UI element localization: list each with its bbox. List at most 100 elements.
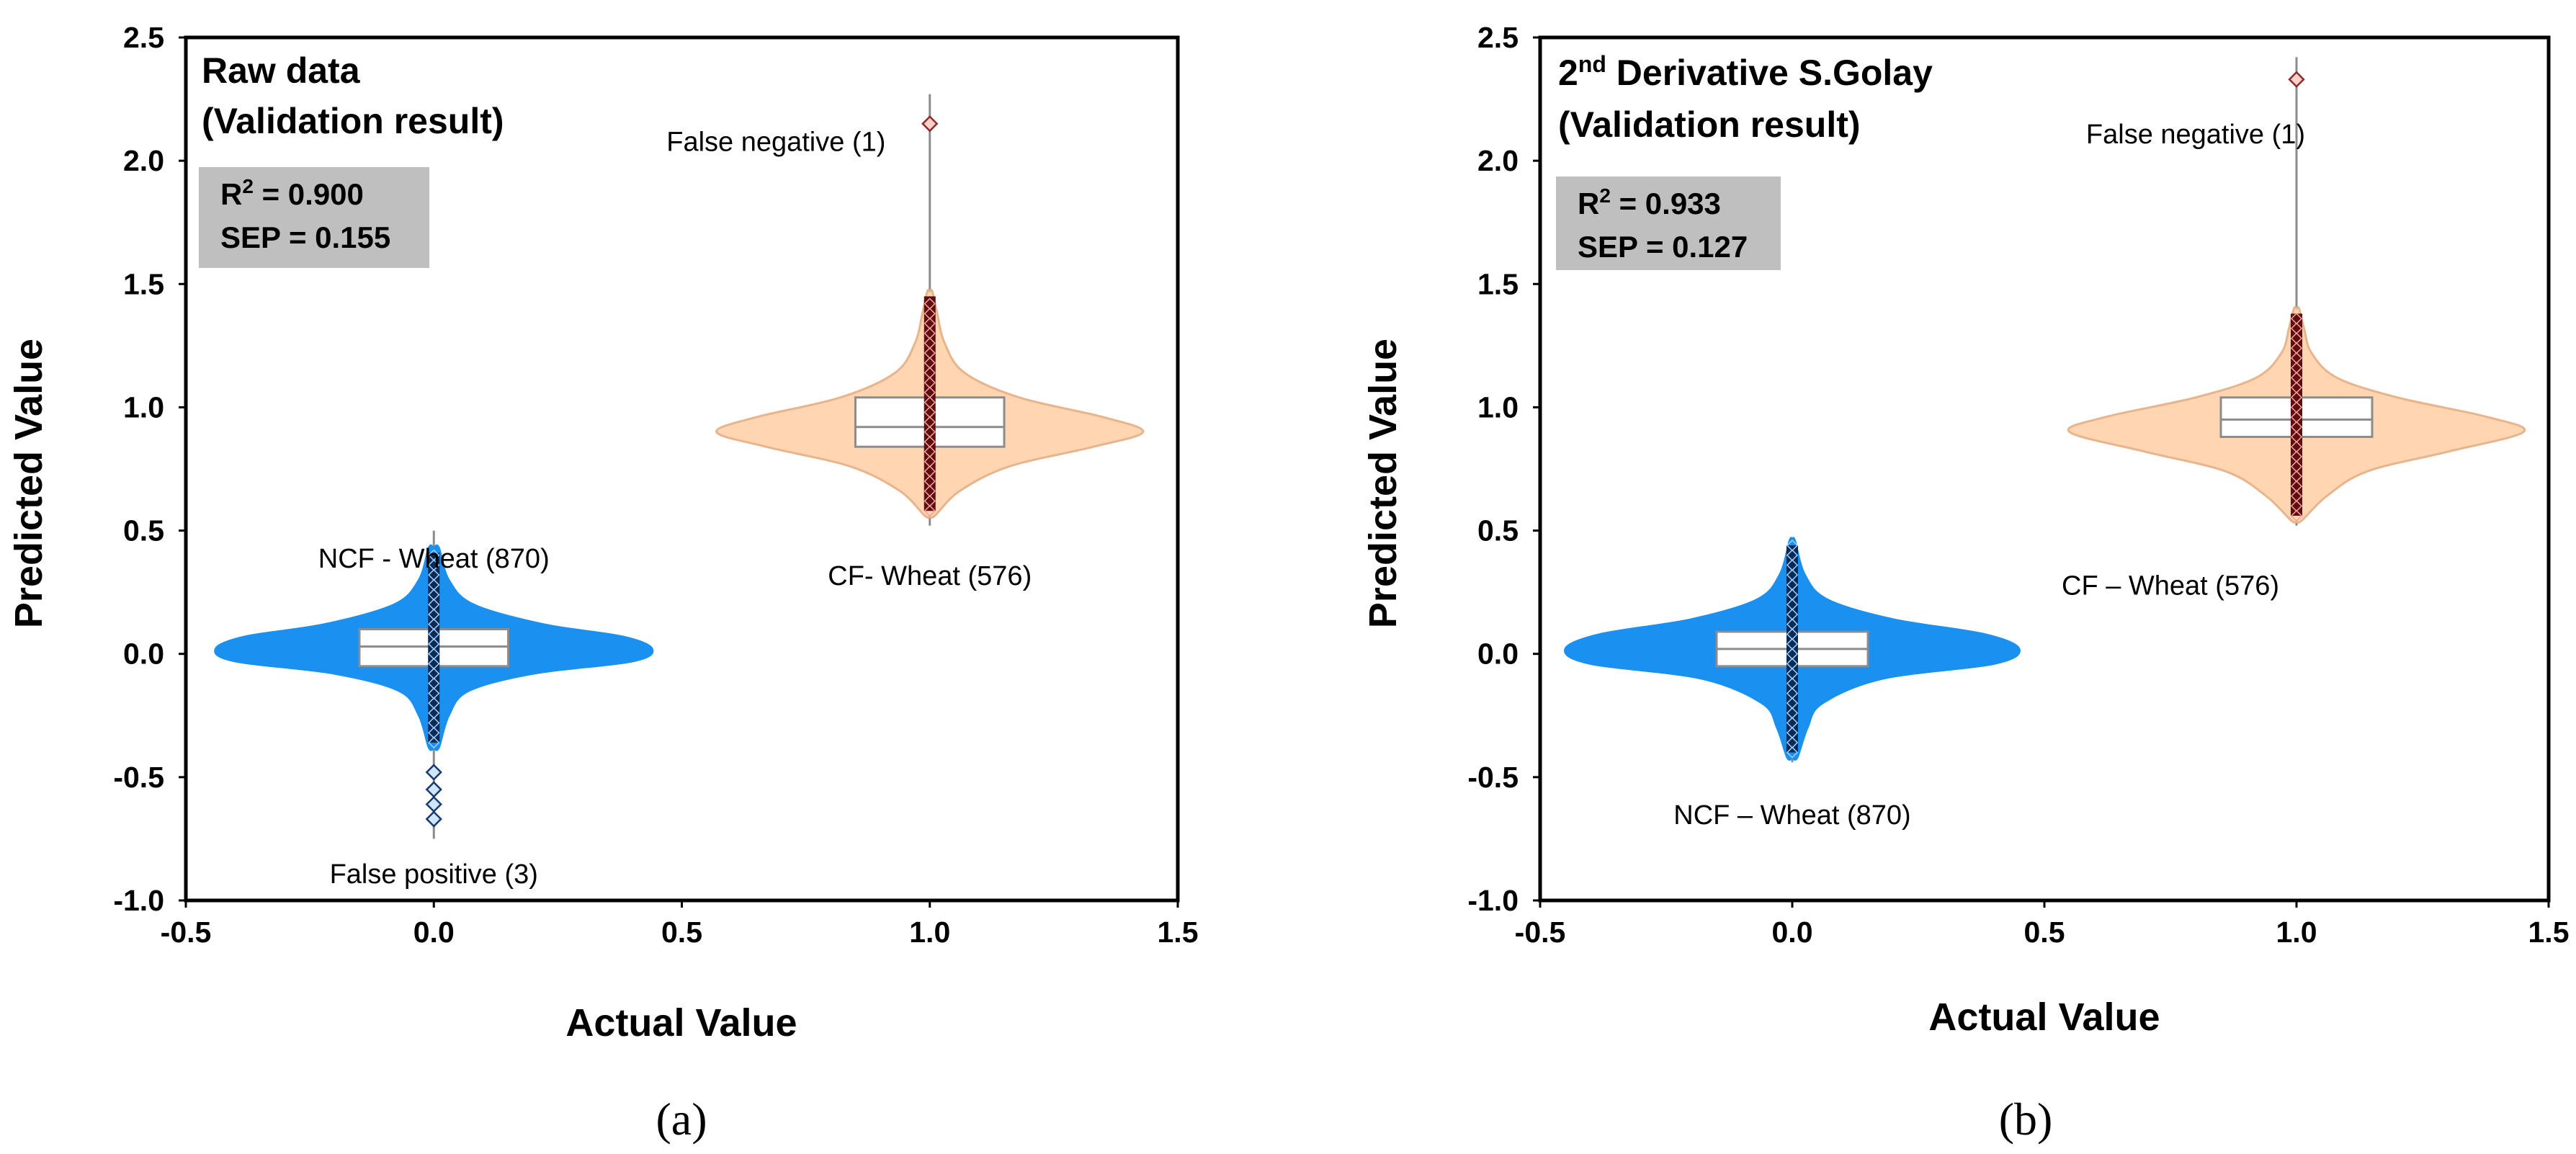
- data-point: [428, 697, 440, 710]
- y-tick-label: 2.0: [123, 144, 164, 177]
- data-point: [2290, 411, 2303, 424]
- x-tick-label: 1.0: [2276, 916, 2317, 949]
- data-point: [923, 308, 936, 320]
- data-point: [2290, 441, 2303, 453]
- data-point: [1786, 628, 1799, 640]
- data-point: [428, 707, 440, 719]
- data-point: [2290, 450, 2303, 463]
- data-point: [923, 377, 936, 389]
- data-point: [1786, 717, 1799, 729]
- y-tick-label: -0.5: [1467, 761, 1519, 794]
- data-point: [2290, 509, 2303, 522]
- data-point: [1786, 648, 1799, 660]
- data-point: [2290, 381, 2303, 394]
- data-point: [1786, 727, 1799, 739]
- data-point: [2290, 421, 2303, 433]
- data-point: [923, 337, 936, 349]
- data-point: [923, 475, 936, 488]
- x-tick-label: 0.0: [413, 916, 455, 949]
- stats-box: [199, 167, 429, 268]
- outlier-label: False positive (3): [330, 859, 538, 890]
- data-point: [428, 599, 440, 611]
- data-point: [428, 677, 440, 689]
- data-point: [1786, 549, 1799, 561]
- outlier-point: [425, 764, 442, 781]
- data-point: [923, 367, 936, 379]
- y-tick-label: 2.0: [1477, 144, 1519, 177]
- outlier-label: False negative (1): [2086, 120, 2305, 150]
- data-point: [2290, 322, 2303, 335]
- data-point: [428, 638, 440, 650]
- panel-caption: (a): [656, 1093, 707, 1145]
- data-point: [923, 396, 936, 408]
- data-point: [923, 426, 936, 438]
- data-point: [1786, 599, 1799, 611]
- data-point: [2290, 431, 2303, 443]
- y-tick-label: 0.5: [1477, 514, 1519, 547]
- plot-area-frame: [184, 35, 1180, 903]
- data-point: [428, 648, 440, 660]
- data-point: [923, 495, 936, 507]
- y-tick-label: 1.5: [1477, 267, 1519, 300]
- data-point: [2290, 342, 2303, 354]
- data-point: [2290, 460, 2303, 473]
- y-tick-label: -0.5: [113, 761, 164, 794]
- data-point: [2290, 401, 2303, 413]
- data-point: [2290, 372, 2303, 384]
- chart-title-line: (Validation result): [1558, 104, 1861, 145]
- x-tick-label: -0.5: [161, 916, 212, 949]
- data-point: [1786, 539, 1799, 552]
- sep-value: SEP = 0.155: [220, 220, 390, 254]
- y-tick-label: 2.5: [1477, 21, 1519, 54]
- x-tick-label: 1.0: [909, 916, 950, 949]
- data-point: [1786, 658, 1799, 670]
- x-tick-label: -0.5: [1515, 916, 1566, 949]
- group-label: CF – Wheat (576): [2062, 571, 2279, 601]
- data-point: [923, 357, 936, 369]
- x-tick-label: 0.5: [661, 916, 702, 949]
- data-point: [1786, 569, 1799, 581]
- data-point: [2290, 352, 2303, 364]
- data-point: [428, 578, 440, 591]
- data-point: [1786, 608, 1799, 621]
- data-point: [1786, 589, 1799, 601]
- x-axis-title: Actual Value: [1928, 996, 2160, 1039]
- data-point: [428, 569, 440, 581]
- x-tick-label: 1.5: [1158, 916, 1199, 949]
- data-point: [1786, 677, 1799, 689]
- data-point: [1786, 559, 1799, 571]
- y-axis-title: Predicted Value: [1361, 339, 1405, 628]
- data-point: [923, 436, 936, 448]
- chart-title-line: (Validation result): [202, 101, 504, 141]
- data-point: [428, 658, 440, 670]
- data-point: [428, 727, 440, 739]
- data-point: [1786, 638, 1799, 650]
- group-label: NCF - Wheat (870): [318, 544, 550, 574]
- outlier-point: [921, 115, 939, 133]
- x-axis-title: Actual Value: [565, 1001, 797, 1045]
- data-point: [923, 346, 936, 359]
- y-tick-label: 0.0: [123, 638, 164, 671]
- y-axis-title: Predicted Value: [7, 339, 50, 628]
- x-tick-label: 0.0: [1772, 916, 1813, 949]
- group-label: NCF – Wheat (870): [1673, 800, 1910, 831]
- y-tick-label: -1.0: [113, 884, 164, 917]
- data-point: [2290, 362, 2303, 374]
- r2-value: R2 = 0.933: [1578, 184, 1721, 220]
- data-point: [1786, 687, 1799, 699]
- data-point: [428, 618, 440, 630]
- data-point: [2290, 313, 2303, 325]
- y-tick-label: 1.0: [123, 390, 164, 424]
- panel-caption: (b): [1999, 1093, 2053, 1145]
- data-point: [2290, 500, 2303, 512]
- chart-panel-a: -0.5 0.0 0.5 1.0 1.5 -1.0 -0.5 0.0 0.5 1.0 1.5 2.0 2…: [7, 21, 1199, 1145]
- chart-title-line: Raw data: [202, 50, 361, 91]
- data-point: [923, 298, 936, 310]
- data-point: [923, 485, 936, 497]
- data-point: [923, 327, 936, 339]
- y-tick-label: 0.5: [123, 514, 164, 547]
- group-label: CF- Wheat (576): [828, 561, 1032, 591]
- data-point: [923, 317, 936, 330]
- data-point: [428, 608, 440, 621]
- y-tick-label: 2.5: [123, 21, 164, 54]
